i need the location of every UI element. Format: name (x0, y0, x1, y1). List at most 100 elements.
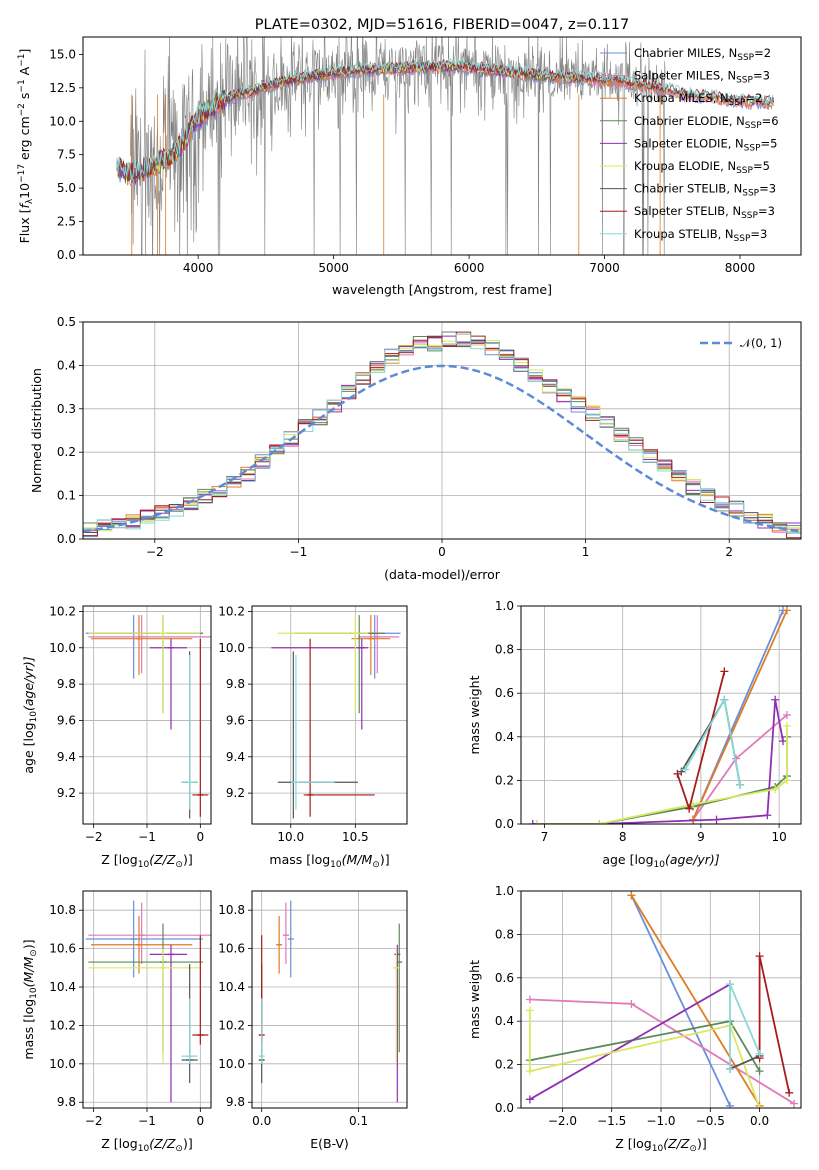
y-axis-label-part: Flux [ (17, 209, 32, 244)
x-axis-label-part: (M/M (342, 852, 373, 867)
mass-weight-line (692, 610, 788, 820)
y-tick-label: 0.4 (495, 730, 514, 744)
y-tick-label: 9.8 (57, 1095, 76, 1109)
legend-entry-part: =3 (753, 69, 770, 83)
mass-weight-line (630, 894, 761, 1107)
x-axis-label-part: (Z/Z (149, 852, 176, 867)
y-tick-label: 0.1 (57, 489, 76, 503)
x-tick-label: 0.0 (750, 1114, 769, 1128)
y-axis-label-part: 10 (29, 711, 39, 723)
legend-entry-part: Kroupa MILES, N (634, 91, 729, 105)
legend-entry-part: SSP (744, 143, 761, 153)
legend-entry-part: =2 (745, 91, 762, 105)
x-tick-label: −1.0 (646, 1114, 675, 1128)
plus-marker (681, 765, 690, 774)
y-tick-label: 10.4 (49, 980, 76, 994)
plus-marker (525, 1095, 534, 1104)
mass-vs-extinction-panel: 0.0 0.1 9.8 10.0 10.2 10.4 10.6 10.8 E(B-V) (218, 890, 408, 1151)
plot-area (258, 900, 403, 1103)
legend-entry-part: Salpeter ELODIE, N (634, 136, 744, 150)
legend-entry: Chabrier STELIB, NSSP=3 (634, 182, 776, 199)
x-axis-label-part: Z [log (615, 1136, 651, 1151)
x-axis-label-part: )] (380, 852, 390, 867)
legend-entry-part: =3 (750, 227, 767, 241)
y-axis-label-part: s (17, 93, 32, 104)
legend-entry-part: =3 (758, 204, 775, 218)
y-axis-label-part: age [log (21, 722, 36, 773)
mass-weight-line (529, 983, 731, 1101)
y-tick-label: 9.8 (226, 677, 245, 691)
x-tick-label: −2.0 (548, 1114, 577, 1128)
y-axis-label: mass weight (467, 960, 482, 1039)
legend-entry: Chabrier MILES, NSSP=2 (634, 46, 771, 63)
x-tick-label: 6000 (454, 261, 485, 275)
x-tick-label: 0 (197, 1114, 205, 1128)
x-tick-label: 9 (697, 830, 705, 844)
x-axis-label: E(B-V) (310, 1136, 349, 1151)
y-tick-label: 10.0 (49, 641, 76, 655)
y-tick-label: 0.5 (57, 315, 76, 329)
x-tick-label: 1 (582, 545, 590, 559)
y-tick-label: 10.0 (218, 641, 245, 655)
x-tick-label: 5000 (318, 261, 349, 275)
x-axis-label-part: mass [log (269, 852, 330, 867)
x-tick-label: 8 (619, 830, 627, 844)
plot-area (85, 900, 211, 1103)
x-axis-label-part: )] (183, 852, 193, 867)
legend-entry-part: Salpeter STELIB, N (634, 204, 741, 218)
y-tick-label: 0.0 (495, 1101, 514, 1115)
y-tick-label: 10.2 (218, 604, 245, 618)
y-tick-label: 0.0 (57, 248, 76, 262)
legend-entry-part: Chabrier ELODIE, N (634, 114, 745, 128)
plus-marker (755, 1049, 764, 1058)
y-axis-label-part: ] (17, 49, 32, 54)
plot-area (83, 331, 801, 539)
y-tick-label: 0.6 (495, 686, 514, 700)
plus-marker (735, 780, 744, 789)
y-tick-label: 0.0 (57, 532, 76, 546)
legend-entry-part: Chabrier STELIB, N (634, 182, 742, 196)
x-tick-label: 10 (771, 830, 786, 844)
y-tick-label: 7.5 (57, 148, 76, 162)
plus-marker (726, 1064, 735, 1073)
legend-entry: Chabrier ELODIE, NSSP=6 (634, 114, 779, 131)
observed-spectrum-line (130, 37, 666, 255)
y-tick-label: 0.0 (495, 817, 514, 831)
legend-entry-part: SSP (736, 166, 753, 176)
y-tick-label: 0.8 (495, 643, 514, 657)
plus-marker (726, 1101, 735, 1108)
x-axis-label-part: )] (697, 1136, 707, 1151)
mass-vs-metallicity-panel: −2 −1 09.810.010.210.410.610.8Z [log10(Z/Z… (21, 890, 212, 1154)
axes-frame (251, 605, 408, 825)
legend: Chabrier MILES, NSSP=2 Salpeter MILES, N S… (600, 46, 779, 244)
spectrum-panel: 4000 5000 6000 7000 8000 0.0 2.5 5.0 7.5 10.0 12.5… (17, 17, 802, 297)
y-tick-label: 2.5 (57, 215, 76, 229)
x-tick-label: −1 (138, 830, 156, 844)
plot-area (525, 891, 799, 1108)
plus-marker (785, 1088, 794, 1097)
normal-curve (83, 364, 801, 533)
y-tick-label: 10.8 (49, 903, 76, 917)
x-tick-label: 10.0 (277, 830, 304, 844)
x-axis-label-part: 10 (330, 860, 342, 870)
y-axis-label-part: ⊙ (29, 949, 39, 957)
y-axis-label-part: −1 (17, 53, 27, 66)
plus-marker (595, 820, 604, 824)
legend-entry-part: Salpeter MILES, N (634, 69, 736, 83)
plus-marker (763, 811, 772, 820)
y-axis-label-part: (age/yr)] (21, 656, 36, 711)
plus-marker (685, 804, 694, 813)
y-tick-label: 9.8 (226, 1095, 245, 1109)
x-tick-label: 10.5 (342, 830, 369, 844)
y-tick-label: 12.5 (49, 81, 76, 95)
plus-marker (720, 667, 729, 676)
plus-marker (673, 769, 682, 778)
mass-weight-vs-metallicity-panel: −2.0 −1.5 −1.0 −0.5 0.0 0.0 0.2 0.4 0.6 0.8 1.0 Z [… (467, 884, 802, 1154)
y-tick-label: 10.0 (49, 1057, 76, 1071)
y-tick-label: 10.6 (49, 942, 76, 956)
plus-marker (525, 995, 534, 1004)
age-vs-mass-panel: 10.0 10.5 9.2 9.4 9.6 9.8 10.0 10.2 mass [log10(… (218, 604, 408, 870)
plus-marker (712, 815, 721, 824)
